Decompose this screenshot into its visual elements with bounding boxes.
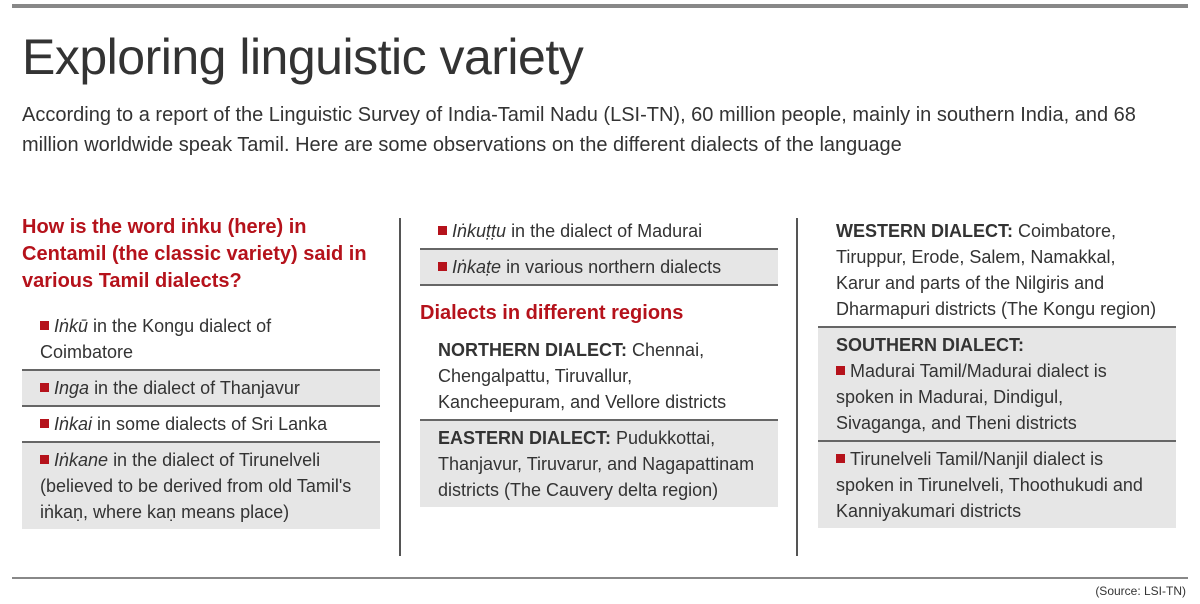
term: Iṅkū bbox=[54, 316, 89, 336]
region: EASTERN DIALECT: Pudukkottai, Thanjavur,… bbox=[420, 421, 778, 507]
region-text: Coimbatore, Tiruppur, Erode, Salem, Nama… bbox=[836, 221, 1157, 319]
region: WESTERN DIALECT: Coimbatore, Tiruppur, E… bbox=[818, 214, 1176, 328]
item-text: in various northern dialects bbox=[506, 257, 722, 277]
item-text: in the dialect of Tirunelveli (believed … bbox=[40, 450, 352, 522]
source: (Source: LSI-TN) bbox=[1095, 584, 1186, 598]
dialect-item: Iṅkane in the dialect of Tirunelveli (be… bbox=[22, 443, 380, 529]
region-name: NORTHERN DIALECT: bbox=[438, 340, 627, 360]
question-heading: How is the word iṅku (here) in Centamil … bbox=[22, 216, 367, 292]
item-text: in the dialect of Madurai bbox=[511, 221, 703, 241]
region-text: Pudukkottai, Thanjavur, Tiruvarur, and N… bbox=[438, 428, 755, 500]
dialect-item: Iṅkaṭe in various northern dialects bbox=[420, 250, 778, 286]
region-name: EASTERN DIALECT: bbox=[438, 428, 612, 448]
dialect-item: Inga in the dialect of Thanjavur bbox=[22, 371, 380, 407]
region: SOUTHERN DIALECT: Madurai Tamil/Madurai d… bbox=[818, 328, 1176, 442]
region: NORTHERN DIALECT: Chennai, Chengalpattu,… bbox=[420, 333, 778, 421]
divider bbox=[399, 218, 401, 556]
region-text: Chennai, Chengalpattu, Tiruvallur, Kanch… bbox=[438, 340, 727, 412]
regions-heading: Dialects in different regions bbox=[420, 302, 684, 324]
dialect-item: Iṅkai in some dialects of Sri Lanka bbox=[22, 407, 380, 443]
region-name: SOUTHERN DIALECT: bbox=[836, 335, 1024, 355]
dialect-item: Iṅkū in the Kongu dialect of Coimbatore bbox=[22, 309, 380, 371]
title: Exploring linguistic variety bbox=[22, 29, 584, 85]
column: WESTERN DIALECT: Coimbatore, Tiruppur, E… bbox=[818, 214, 1176, 528]
bottom-rule bbox=[12, 577, 1188, 579]
region-text: Madurai Tamil/Madurai dialect is spoken … bbox=[836, 361, 1107, 433]
term: Iṅkuṭṭu bbox=[452, 221, 507, 241]
region-text: Tirunelveli Tamil/Nanjil dialect is spok… bbox=[836, 449, 1143, 521]
divider bbox=[796, 218, 798, 556]
dialect-item: Iṅkuṭṭu in the dialect of Madurai bbox=[420, 214, 778, 250]
term: Inga bbox=[54, 378, 90, 398]
region-item: Tirunelveli Tamil/Nanjil dialect is spok… bbox=[818, 442, 1176, 528]
item-text: in some dialects of Sri Lanka bbox=[97, 414, 328, 434]
column: How is the word iṅku (here) in Centamil … bbox=[22, 214, 380, 529]
term: Iṅkaṭe bbox=[452, 257, 502, 277]
item-text: in the dialect of Thanjavur bbox=[94, 378, 300, 398]
region-name: WESTERN DIALECT: bbox=[836, 221, 1013, 241]
term: Iṅkai bbox=[54, 414, 93, 434]
column: Iṅkuṭṭu in the dialect of Madurai Iṅkaṭe… bbox=[420, 214, 778, 507]
term: Iṅkane bbox=[54, 450, 109, 470]
intro: According to a report of the Linguistic … bbox=[22, 104, 1136, 156]
item-text: in the Kongu dialect of Coimbatore bbox=[40, 316, 272, 362]
top-rule bbox=[12, 4, 1188, 8]
